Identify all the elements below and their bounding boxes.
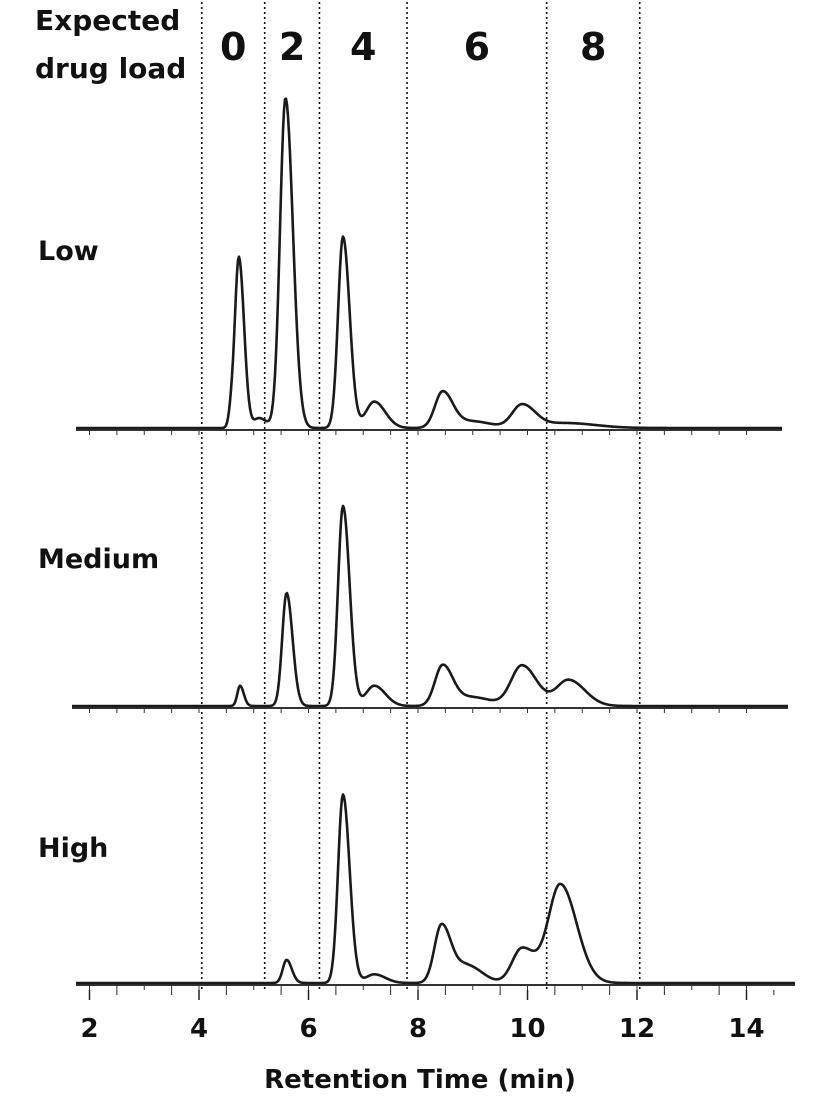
- x-tick-label-2: 2: [80, 1014, 98, 1044]
- x-tick-label-10: 10: [509, 1014, 545, 1044]
- traces: [71, 97, 796, 990]
- header-label-line1: Expected: [35, 4, 180, 37]
- trace-high: [75, 793, 796, 985]
- trace-medium: [71, 504, 789, 708]
- series-label-low: Low: [38, 236, 99, 267]
- x-tick-label-8: 8: [409, 1014, 427, 1044]
- x-tick-label-12: 12: [619, 1014, 655, 1044]
- drug-load-label-6: 6: [464, 25, 490, 69]
- drug-load-label-4: 4: [350, 25, 376, 69]
- x-tick-label-14: 14: [728, 1014, 764, 1044]
- x-tick-label-4: 4: [190, 1014, 208, 1044]
- x-axis-title: Retention Time (min): [264, 1065, 576, 1095]
- drug-load-label-2: 2: [279, 25, 305, 69]
- x-axis: 2 4 6 8 10 12 14: [80, 990, 775, 1044]
- drug-load-label-0: 0: [220, 25, 246, 69]
- series-label-high: High: [38, 833, 108, 864]
- series-label-medium: Medium: [38, 544, 159, 575]
- header-label-line2: drug load: [35, 52, 186, 85]
- boundary-lines: [200, 2, 641, 992]
- drug-load-label-8: 8: [580, 25, 606, 69]
- x-tick-label-6: 6: [299, 1014, 317, 1044]
- trace-low: [75, 97, 783, 430]
